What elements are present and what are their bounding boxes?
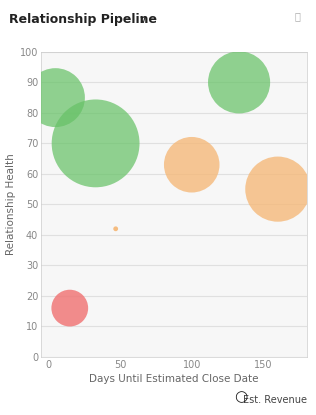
Point	[189, 161, 194, 168]
Point	[275, 186, 280, 193]
Text: ∨: ∨	[139, 15, 147, 25]
Text: ⬜: ⬜	[294, 11, 300, 21]
Point	[237, 79, 242, 85]
Text: Relationship Pipeline: Relationship Pipeline	[9, 13, 157, 26]
Point	[113, 225, 118, 232]
Y-axis label: Relationship Health: Relationship Health	[6, 154, 16, 255]
X-axis label: Days Until Estimated Close Date: Days Until Estimated Close Date	[89, 374, 258, 384]
Text: Est. Revenue: Est. Revenue	[242, 395, 307, 405]
Point	[53, 94, 58, 101]
Point	[93, 140, 98, 146]
Point	[67, 305, 72, 311]
Text: ○: ○	[234, 390, 247, 405]
